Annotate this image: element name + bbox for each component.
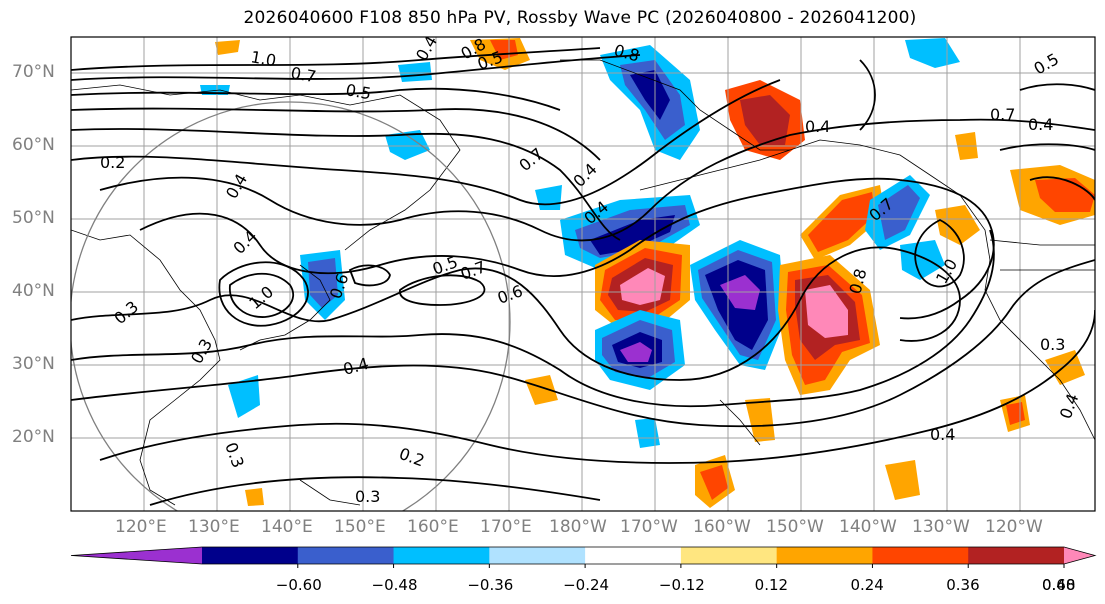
contour-label: 0.2 [100, 153, 125, 172]
contour-label: 0.4 [1028, 115, 1053, 134]
lon-label-150e: 150°E [334, 517, 386, 537]
reference-circle [71, 101, 511, 511]
lon-label-130w: 130°W [912, 517, 970, 537]
contour-label: 0.5 [344, 80, 372, 103]
lon-label-160w: 160°W [693, 517, 751, 537]
lon-label-160e: 160°E [407, 517, 459, 537]
map-title: 2026040600 F108 850 hPa PV, Rossby Wave … [243, 8, 917, 28]
contour-label: 1.0 [249, 47, 277, 70]
colorbar-tick-label: 0.36 [946, 576, 980, 594]
contour-label: 0.4 [930, 425, 955, 444]
lon-label-170e: 170°E [480, 517, 532, 537]
colorbar-tick-label: 0.60 [1042, 576, 1076, 594]
lon-label-140w: 140°W [839, 517, 897, 537]
lat-label-70n: 70°N [12, 62, 55, 82]
contour-label: 0.3 [355, 487, 380, 506]
contour-label: 0.3 [1040, 335, 1065, 354]
colorbar-tick-label: 0.48 [1042, 576, 1076, 594]
map-frame [70, 36, 1096, 512]
lon-label-180w: 180°W [549, 517, 607, 537]
contour-label: 0.4 [805, 117, 830, 136]
colorbar-tick-label: −0.36 [467, 576, 514, 594]
lat-label-50n: 50°N [12, 208, 55, 228]
pv-anomaly-shading [200, 38, 1095, 508]
lon-label-130e: 130°E [188, 517, 240, 537]
colorbar-segment [393, 547, 490, 564]
contour-label: 0.7 [289, 63, 317, 86]
lon-label-150w: 150°W [766, 517, 824, 537]
colorbar-segment [776, 547, 873, 564]
colorbar-segment [489, 547, 586, 564]
colorbar-segment [297, 547, 395, 564]
colorbar-segment [968, 547, 1065, 564]
lat-label-60n: 60°N [12, 135, 55, 155]
colorbar-segment [585, 547, 682, 564]
lat-label-20n: 20°N [12, 427, 55, 447]
colorbar-segment [202, 547, 299, 564]
pv-contours [71, 47, 1095, 506]
colorbar-segment [71, 547, 202, 564]
lon-label-120e: 120°E [115, 517, 167, 537]
lat-label-30n: 30°N [12, 354, 55, 374]
colorbar-tick-label: −0.24 [563, 576, 610, 594]
colorbar-segment [680, 547, 778, 564]
colorbar-tick-label: −0.12 [658, 576, 705, 594]
colorbar-tick-label: −0.60 [275, 576, 322, 594]
colorbar-outline [70, 546, 1097, 565]
lon-label-140e: 140°E [261, 517, 313, 537]
lon-label-120w: 120°W [985, 517, 1043, 537]
lon-label-170w: 170°W [620, 517, 678, 537]
colorbar-segment [1064, 547, 1095, 564]
contour-label: 0.7 [990, 105, 1015, 124]
colorbar-tick-label: 0.12 [754, 576, 789, 594]
colorbar-tick-label: 0.24 [850, 576, 884, 594]
lat-label-40n: 40°N [12, 281, 55, 301]
colorbar-tick-label: −0.48 [371, 576, 418, 594]
colorbar-segment [872, 547, 969, 564]
